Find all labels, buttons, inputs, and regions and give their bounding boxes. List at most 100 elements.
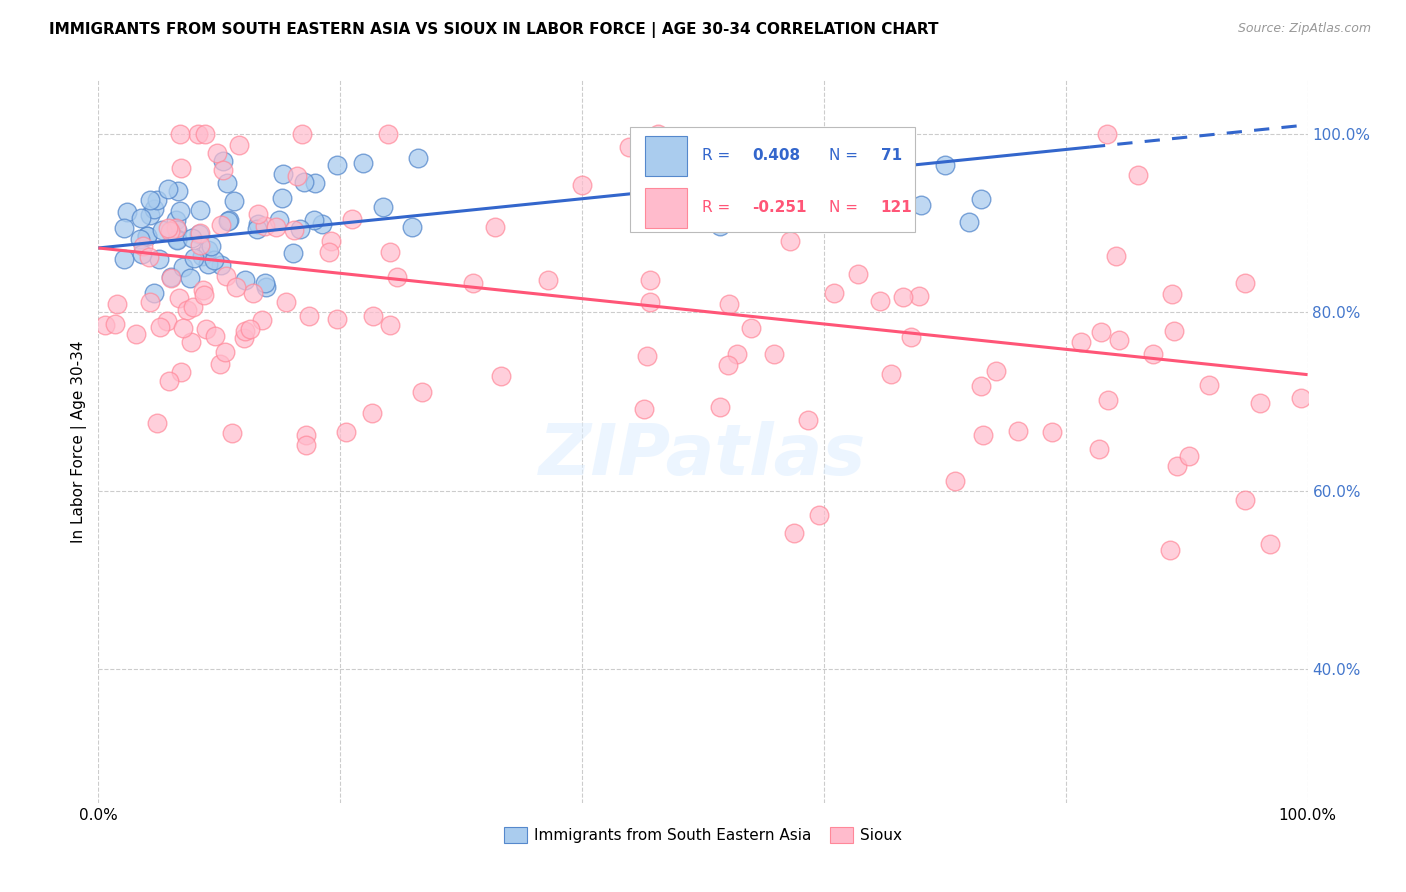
Point	[638, 294, 661, 309]
Point	[325, 312, 347, 326]
Point	[970, 192, 993, 206]
Point	[1108, 333, 1130, 347]
Point	[125, 326, 148, 341]
Point	[131, 247, 153, 261]
Point	[138, 250, 160, 264]
Point	[411, 384, 433, 399]
Point	[150, 223, 173, 237]
Point	[304, 213, 326, 227]
Point	[112, 221, 135, 235]
Point	[205, 145, 228, 160]
Point	[848, 268, 870, 282]
Point	[304, 176, 326, 190]
Point	[298, 309, 321, 323]
Point	[172, 260, 194, 275]
Point	[165, 213, 187, 227]
Text: N =: N =	[828, 148, 858, 163]
Point	[808, 508, 831, 523]
Point	[214, 345, 236, 359]
Point	[148, 252, 170, 266]
Point	[266, 219, 288, 234]
Point	[287, 169, 309, 183]
Point	[179, 271, 201, 285]
Point	[193, 288, 215, 302]
Point	[1070, 334, 1092, 349]
Point	[215, 176, 238, 190]
Point	[378, 244, 401, 259]
Point	[104, 317, 127, 331]
Point	[1105, 249, 1128, 263]
Point	[823, 286, 845, 301]
Point	[295, 427, 318, 442]
Text: 71: 71	[880, 148, 901, 163]
Point	[169, 204, 191, 219]
Point	[183, 251, 205, 265]
Point	[730, 215, 752, 229]
Point	[239, 321, 262, 335]
Point	[246, 222, 269, 236]
Point	[188, 238, 211, 252]
Point	[633, 402, 655, 417]
Point	[1159, 543, 1181, 558]
Point	[321, 235, 343, 249]
Point	[1233, 493, 1256, 508]
Point	[335, 425, 357, 440]
Point	[160, 269, 183, 284]
Point	[129, 231, 152, 245]
Point	[209, 218, 232, 232]
Point	[170, 161, 193, 176]
Point	[157, 375, 180, 389]
Point	[891, 290, 914, 304]
Point	[188, 227, 211, 241]
Point	[233, 331, 256, 345]
Point	[385, 270, 408, 285]
Point	[188, 203, 211, 218]
Point	[222, 194, 245, 209]
Point	[139, 193, 162, 207]
Point	[406, 151, 429, 165]
Point	[225, 279, 247, 293]
Point	[131, 211, 153, 225]
Text: Source: ZipAtlas.com: Source: ZipAtlas.com	[1237, 22, 1371, 36]
Point	[166, 233, 188, 247]
Point	[247, 217, 270, 231]
Point	[139, 209, 162, 223]
Point	[1007, 425, 1029, 439]
Point	[267, 212, 290, 227]
Point	[970, 379, 993, 393]
Point	[1178, 449, 1201, 463]
Point	[377, 127, 399, 141]
Point	[1249, 396, 1271, 410]
Y-axis label: In Labor Force | Age 30-34: In Labor Force | Age 30-34	[72, 340, 87, 543]
Point	[763, 347, 786, 361]
Point	[193, 127, 215, 141]
Point	[1166, 458, 1188, 473]
Point	[291, 127, 314, 141]
Point	[165, 220, 187, 235]
Point	[197, 243, 219, 257]
Point	[717, 296, 740, 310]
Point	[217, 214, 239, 228]
Point	[149, 320, 172, 334]
Point	[228, 138, 250, 153]
Legend: Immigrants from South Eastern Asia, Sioux: Immigrants from South Eastern Asia, Siou…	[498, 822, 908, 849]
Point	[181, 301, 204, 315]
Point	[537, 273, 560, 287]
Point	[242, 286, 264, 301]
Point	[169, 127, 191, 141]
Text: IMMIGRANTS FROM SOUTH EASTERN ASIA VS SIOUX IN LABOR FORCE | AGE 30-34 CORRELATI: IMMIGRANTS FROM SOUTH EASTERN ASIA VS SI…	[49, 22, 939, 38]
Point	[187, 127, 209, 141]
Point	[318, 245, 340, 260]
Point	[617, 140, 640, 154]
Point	[193, 283, 215, 297]
Point	[157, 221, 180, 235]
Point	[1097, 393, 1119, 408]
Point	[292, 175, 315, 189]
Point	[984, 364, 1007, 378]
Point	[252, 313, 274, 327]
Point	[143, 285, 166, 300]
Point	[484, 220, 506, 235]
Point	[180, 334, 202, 349]
Point	[208, 357, 231, 371]
Point	[253, 276, 276, 290]
